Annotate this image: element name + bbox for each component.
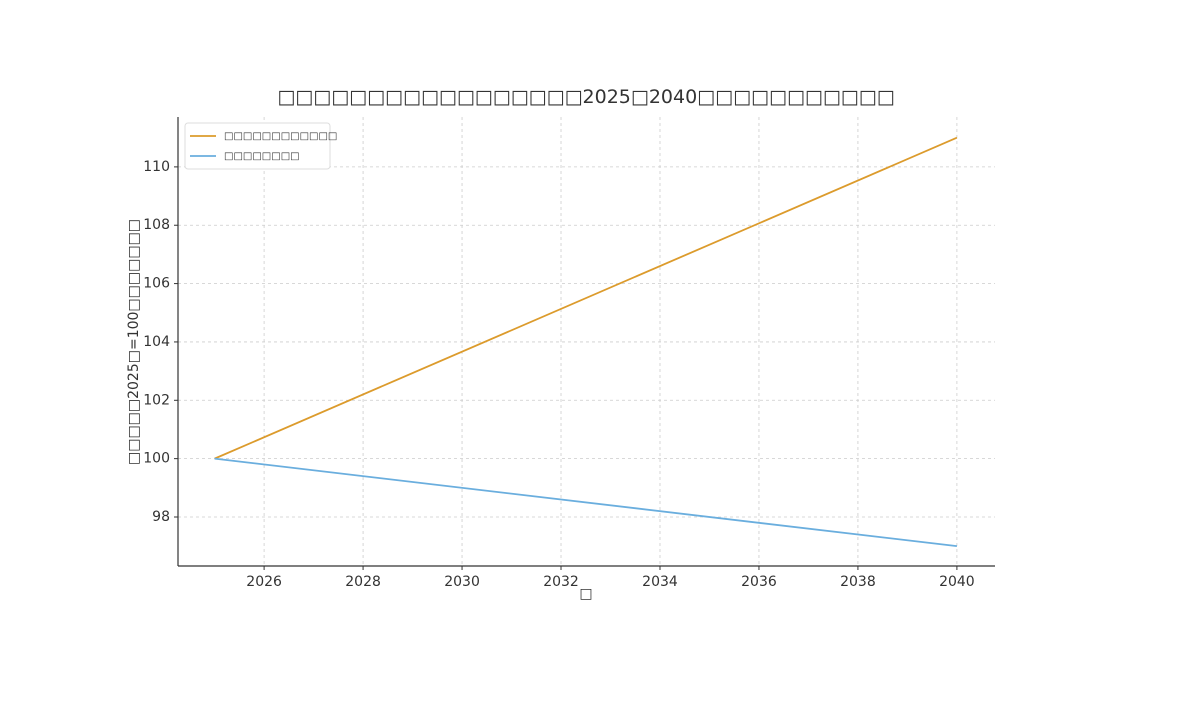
y-axis-label: □□□□□2025□=100□□□□□□□: [126, 219, 142, 465]
x-tick-label: 2026: [246, 574, 282, 590]
series-line: [214, 136, 958, 460]
x-tick-label: 2038: [840, 574, 876, 590]
x-tick-label: 2028: [345, 574, 381, 590]
y-tick-label: 100: [143, 451, 170, 467]
x-tick-label: 2032: [543, 574, 579, 590]
y-tick-label: 110: [143, 159, 170, 175]
legend: □□□□□□□□□□□□□□□□□□□□: [184, 122, 337, 170]
y-tick-label: 102: [143, 392, 170, 408]
y-tick-label: 108: [143, 217, 170, 233]
legend-label: □□□□□□□□: [224, 151, 300, 162]
chart-title: □□□□□□□□□□□□□□□□□2025□2040□□□□□□□□□□□: [277, 86, 894, 108]
x-tick-label: 2040: [939, 574, 975, 590]
y-tick-label: 104: [143, 334, 170, 350]
legend-label: □□□□□□□□□□□□: [224, 131, 337, 142]
series-line: [214, 457, 958, 548]
y-tick-label: 98: [152, 509, 170, 525]
x-tick-label: 2030: [444, 574, 480, 590]
x-tick-label: 2034: [642, 574, 678, 590]
x-axis-label: □: [579, 586, 592, 602]
x-tick-label: 2036: [741, 574, 777, 590]
y-tick-label: 106: [143, 276, 170, 292]
legend-box: [184, 122, 331, 170]
